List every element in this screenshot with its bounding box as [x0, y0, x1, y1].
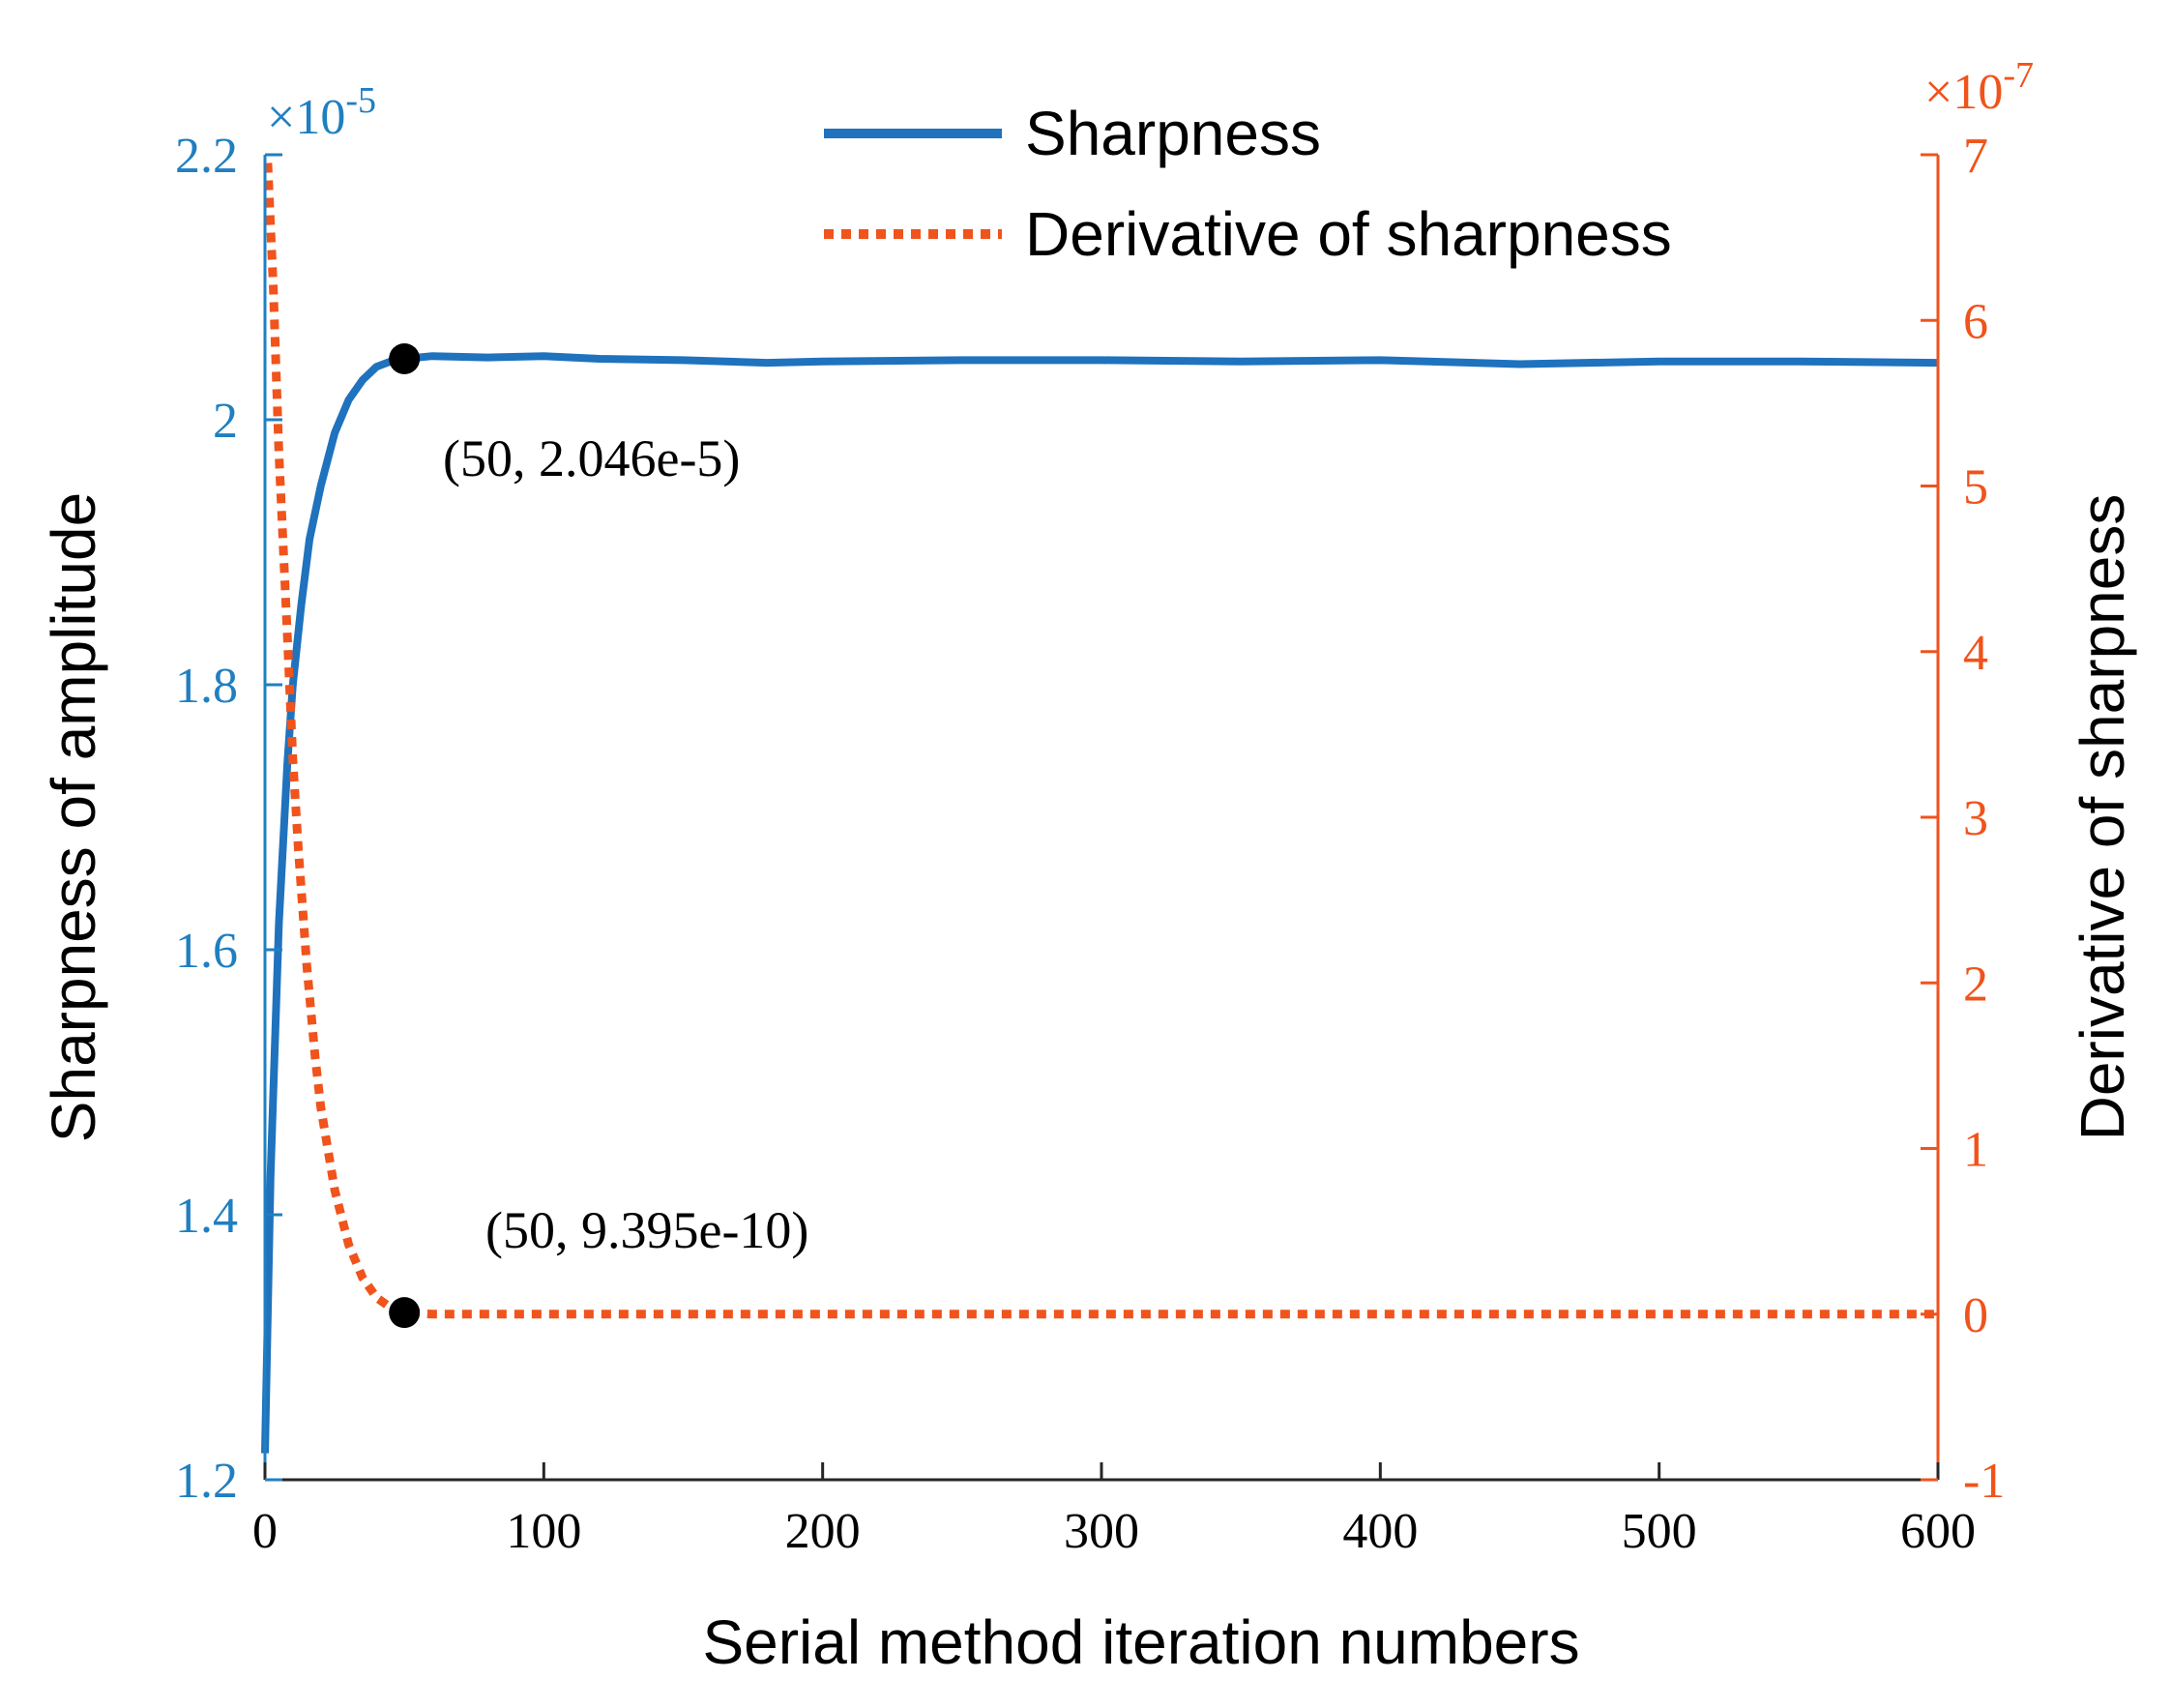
right-axis-title: Derivative of sharpness: [2068, 494, 2137, 1141]
legend-sharpness-label: Sharpness: [1025, 99, 1321, 168]
right-tick-label: 4: [1963, 626, 1988, 681]
plot-area: [265, 155, 1938, 1480]
left-tick-label: 2: [213, 394, 238, 449]
right-tick-label: 0: [1963, 1288, 1988, 1343]
right-tick-label: 5: [1963, 460, 1988, 515]
right-tick-label: 7: [1963, 129, 1988, 184]
left-multiplier: ×10-5: [267, 80, 376, 145]
left-tick-label: 1.4: [175, 1189, 238, 1244]
right-tick-label: 3: [1963, 791, 1988, 846]
right-multiplier-base: ×10: [1924, 65, 2003, 120]
right-tick-label: -1: [1963, 1454, 2005, 1509]
marker-layer: [389, 342, 421, 1329]
left-tick-label: 1.6: [175, 924, 238, 979]
left-multiplier-base: ×10: [267, 90, 345, 145]
left-tick-label: 1.2: [175, 1454, 238, 1509]
ticks-layer: 0 100 200 300 400 500 600 1.2 1.4 1.6 1.8 2 2.2 -1 0 1 2…: [175, 129, 2005, 1559]
series-layer: [261, 162, 1939, 1454]
x-tick-label: 300: [1064, 1504, 1139, 1559]
legend: Sharpness Derivative of sharpness: [824, 99, 1672, 269]
x-tick-label: 500: [1622, 1504, 1697, 1559]
left-tick-label: 2.2: [175, 129, 238, 184]
x-tick-label: 200: [785, 1504, 861, 1559]
sharpness-marker: [389, 342, 421, 374]
legend-derivative-label: Derivative of sharpness: [1025, 199, 1672, 269]
sharpness-series-line: [261, 352, 1939, 1454]
right-multiplier-exp: -7: [2003, 55, 2034, 96]
annotation-sharpness-point: (50, 2.046e-5): [443, 429, 740, 487]
left-multiplier-exp: -5: [345, 80, 376, 121]
x-tick-label: 100: [506, 1504, 581, 1559]
x-tick-label: 400: [1342, 1504, 1418, 1559]
left-tick-label: 1.8: [175, 659, 238, 714]
right-multiplier: ×10-7: [1924, 55, 2034, 120]
derivative-marker: [389, 1297, 421, 1329]
right-tick-label: 6: [1963, 294, 1988, 349]
left-axis-title: Sharpness of amplitude: [39, 492, 108, 1142]
x-tick-label: 600: [1900, 1504, 1976, 1559]
right-tick-label: 1: [1963, 1123, 1988, 1178]
x-tick-label: 0: [252, 1504, 278, 1559]
right-tick-label: 2: [1963, 957, 1988, 1012]
annotation-derivative-point: (50, 9.395e-10): [485, 1201, 808, 1259]
derivative-series-line: [263, 162, 1938, 1319]
x-axis-title: Serial method iteration numbers: [702, 1607, 1579, 1677]
